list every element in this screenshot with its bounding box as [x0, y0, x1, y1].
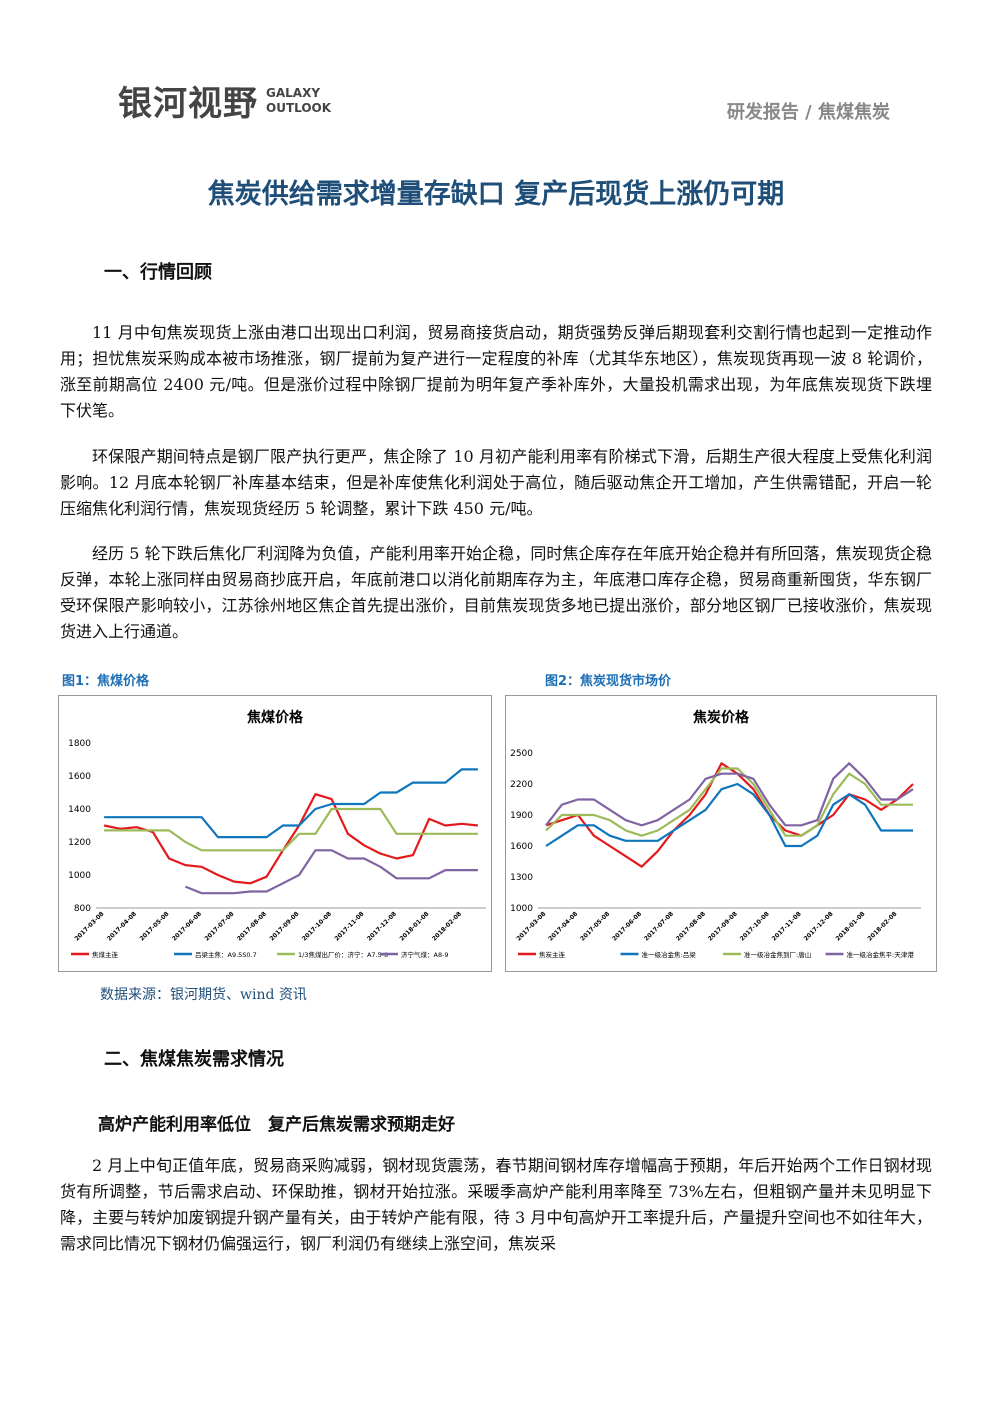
x-tick-label: 2017-07-08 — [643, 910, 675, 942]
x-tick-label: 2017-04-08 — [106, 910, 138, 942]
y-tick-label: 1600 — [68, 772, 91, 782]
x-tick-label: 2017-12-08 — [366, 910, 398, 942]
logo-en: OUTLOOK — [266, 101, 332, 115]
x-tick-label: 2018-01-08 — [834, 910, 866, 942]
x-tick-label: 2017-05-08 — [579, 910, 611, 942]
paragraph: 11 月中旬焦炭现货上涨由港口出现出口利润，贸易商接货启动，期货强势反弹后期现套… — [60, 323, 932, 420]
x-tick-label: 2017-10-08 — [739, 910, 771, 942]
x-tick-label: 2017-06-08 — [611, 910, 643, 942]
x-tick-label: 2018-01-08 — [398, 910, 430, 942]
y-tick-label: 1300 — [510, 873, 533, 883]
paragraph: 2 月上中旬正值年底，贸易商采购减弱，钢材现货震荡，春节期间钢材库存增幅高于预期… — [60, 1156, 932, 1253]
y-tick-label: 1600 — [510, 842, 533, 852]
x-tick-label: 2017-05-08 — [138, 910, 170, 942]
figure-caption: 图1：焦煤价格 — [62, 674, 150, 689]
y-tick-label: 1200 — [68, 838, 91, 848]
x-tick-label: 2017-09-08 — [268, 910, 300, 942]
y-tick-label: 1800 — [68, 739, 91, 749]
title: 焦炭供给需求增量存缺口 复产后现货上涨仍可期 — [207, 179, 785, 210]
x-tick-label: 2017-10-08 — [301, 910, 333, 942]
x-tick-label: 2018-02-08 — [431, 910, 463, 942]
legend-label: 焦煤主连 — [92, 950, 119, 959]
legend-label: 准一级冶金焦平:天津港 — [847, 950, 915, 959]
series-line — [545, 767, 913, 837]
legend-label: 准一级冶金焦:吕梁 — [642, 950, 697, 959]
x-tick-label: 2017-07-08 — [203, 910, 235, 942]
x-tick-label: 2017-11-08 — [333, 910, 365, 942]
x-tick-label: 2017-11-08 — [771, 910, 803, 942]
x-tick-label: 2017-09-08 — [707, 910, 739, 942]
legend-label: 准一级冶金焦到厂:唐山 — [744, 950, 811, 959]
chart-title: 焦煤价格 — [246, 709, 304, 726]
source: 数据来源：银河期货、wind 资讯 — [100, 987, 307, 1003]
x-tick-label: 2017-08-08 — [236, 910, 268, 942]
logo: 银河视野 — [118, 84, 258, 124]
paragraph: 环保限产期间特点是钢厂限产执行更严，焦企除了 10 月初产能利用率有阶梯式下滑，… — [60, 447, 932, 518]
x-tick-label: 2017-08-08 — [675, 910, 707, 942]
series-line — [545, 782, 913, 848]
y-tick-label: 1000 — [68, 871, 91, 881]
paragraph: 经历 5 轮下跌后焦化厂利润降为负值，产能利用率开始企稳，同时焦企库存在年底开始… — [60, 544, 932, 641]
figure-caption: 图2：焦炭现货市场价 — [545, 674, 672, 689]
y-tick-label: 1000 — [510, 904, 533, 914]
legend-label: 济宁气煤：A8-9 — [401, 950, 449, 959]
chart-title: 焦炭价格 — [692, 709, 750, 726]
series-line — [104, 768, 478, 839]
y-tick-label: 1900 — [510, 811, 533, 821]
section-heading: 二、焦煤焦炭需求情况 — [104, 1049, 284, 1070]
x-tick-label: 2017-12-08 — [803, 910, 835, 942]
series-line — [184, 849, 478, 895]
series-line — [545, 762, 914, 827]
y-tick-label: 800 — [74, 904, 91, 914]
x-tick-label: 2017-03-08 — [515, 910, 547, 942]
series-line — [103, 793, 479, 885]
subheading: 高炉产能利用率低位 复产后焦炭需求预期走好 — [98, 1115, 455, 1135]
x-tick-label: 2017-06-08 — [171, 910, 203, 942]
logo-en: GALAXY — [266, 86, 321, 100]
x-tick-label: 2017-04-08 — [547, 910, 579, 942]
x-tick-label: 2018-02-08 — [866, 910, 898, 942]
legend-label: 吕梁主焦：A9.5S0.7 — [195, 950, 257, 959]
x-tick-label: 2017-03-08 — [73, 910, 105, 942]
y-tick-label: 2500 — [510, 749, 533, 759]
y-tick-label: 1400 — [68, 805, 91, 815]
report-type: 研发报告 / 焦煤焦炭 — [726, 102, 890, 123]
y-tick-label: 2200 — [510, 780, 533, 790]
series-line — [104, 807, 478, 852]
legend-label: 焦炭主连 — [539, 950, 566, 959]
legend-label: 1/3焦煤出厂价：济宁：A7.5-8 — [298, 950, 388, 959]
section-heading: 一、行情回顾 — [104, 262, 212, 283]
